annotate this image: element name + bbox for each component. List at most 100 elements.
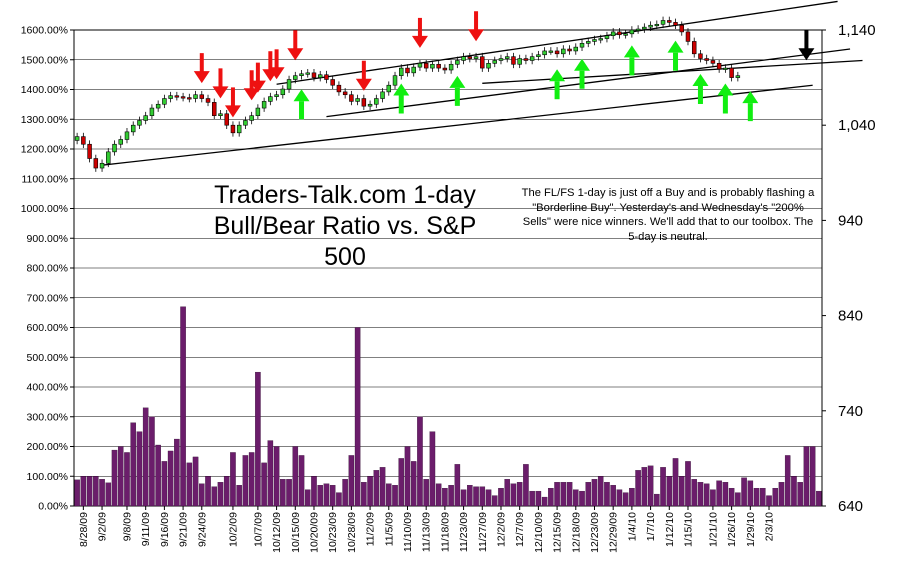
x-tick-label: 10/15/09 bbox=[290, 512, 302, 553]
arrow-shaft bbox=[579, 70, 585, 89]
arrow-head bbox=[623, 45, 640, 58]
candle-body bbox=[112, 143, 117, 153]
candle-body bbox=[330, 79, 335, 86]
arrow-head bbox=[212, 86, 229, 99]
arrow-head bbox=[798, 48, 815, 61]
arrow-shaft bbox=[454, 87, 460, 106]
ratio-bar bbox=[753, 487, 760, 507]
ratio-bar bbox=[230, 452, 236, 507]
candle-body bbox=[261, 101, 267, 109]
x-tick-label: 10/20/09 bbox=[308, 512, 320, 553]
arrow-shaft bbox=[293, 30, 298, 51]
candle-body bbox=[648, 24, 653, 28]
candle-body bbox=[168, 95, 173, 99]
candle-body bbox=[212, 102, 217, 116]
candle-body bbox=[392, 75, 398, 86]
ratio-bar bbox=[392, 485, 398, 507]
ratio-bar bbox=[778, 482, 785, 507]
ratio-bar bbox=[242, 455, 249, 507]
x-tick-label: 8/28/09 bbox=[78, 512, 90, 547]
candle-body bbox=[305, 72, 310, 75]
left-tick-label: 1100.00% bbox=[21, 173, 68, 185]
ratio-bar bbox=[174, 438, 180, 507]
ratio-bar bbox=[398, 458, 405, 507]
candle-body bbox=[218, 113, 223, 116]
arrow-shaft bbox=[255, 62, 260, 83]
ratio-bar bbox=[566, 482, 573, 507]
candle-body bbox=[473, 56, 479, 59]
ratio-bar bbox=[635, 470, 641, 507]
ratio-bar bbox=[467, 485, 473, 507]
ratio-bar bbox=[573, 489, 579, 507]
arrow-shaft bbox=[747, 103, 753, 122]
candle-body bbox=[87, 143, 92, 159]
candle-body bbox=[567, 48, 572, 52]
ratio-bar bbox=[336, 492, 342, 507]
candle-body bbox=[118, 139, 123, 145]
ratio-bar bbox=[548, 487, 554, 507]
ratio-bar bbox=[510, 483, 517, 507]
candle-body bbox=[673, 22, 678, 26]
candle-body bbox=[311, 72, 317, 78]
x-tick-label: 1/4/10 bbox=[626, 512, 638, 541]
ratio-bar bbox=[273, 446, 280, 507]
x-tick-label: 9/21/09 bbox=[178, 512, 190, 547]
ratio-bar bbox=[523, 464, 529, 507]
candle-body bbox=[162, 98, 167, 105]
candle-body bbox=[286, 79, 292, 90]
arrow-head bbox=[574, 58, 591, 71]
ratio-bar bbox=[149, 416, 155, 507]
buy-arrow bbox=[574, 58, 591, 89]
ratio-bar bbox=[554, 482, 560, 507]
sell-arrow bbox=[212, 68, 229, 99]
arrow-head bbox=[667, 40, 684, 53]
ratio-bar bbox=[304, 489, 311, 507]
candle-body bbox=[342, 91, 348, 96]
arrow-head bbox=[692, 73, 709, 86]
ratio-bar bbox=[647, 465, 654, 507]
candle-body bbox=[629, 29, 635, 35]
arrow-head bbox=[224, 105, 241, 118]
left-tick-label: 400.00% bbox=[27, 382, 68, 394]
sell-arrow bbox=[243, 70, 260, 101]
candle-body bbox=[143, 115, 148, 121]
buy-arrow bbox=[293, 89, 310, 120]
candle-body bbox=[573, 46, 579, 52]
candle-body bbox=[548, 50, 554, 53]
ratio-bar bbox=[417, 416, 423, 507]
ratio-bar bbox=[80, 476, 87, 507]
right-tick-label: 740 bbox=[838, 403, 863, 420]
ratio-bar bbox=[660, 467, 666, 507]
ratio-bar bbox=[348, 455, 355, 507]
trendline bbox=[101, 84, 813, 166]
candle-body bbox=[492, 60, 497, 64]
ratio-bar bbox=[641, 467, 648, 507]
x-tick-label: 11/5/09 bbox=[383, 512, 395, 546]
x-tick-label: 10/12/09 bbox=[271, 512, 283, 553]
candle-body bbox=[604, 35, 610, 39]
ratio-bar bbox=[361, 482, 367, 507]
buy-arrow bbox=[393, 83, 410, 114]
arrow-head bbox=[742, 91, 759, 104]
buy-arrow bbox=[742, 91, 759, 122]
candle-body bbox=[299, 73, 304, 76]
arrow-shaft bbox=[697, 85, 703, 104]
x-tick-label: 11/23/09 bbox=[458, 512, 470, 552]
ratio-bar bbox=[404, 446, 411, 507]
candle-body bbox=[380, 91, 385, 99]
arrow-head bbox=[249, 80, 266, 93]
ratio-bar bbox=[248, 452, 255, 507]
sell-arrow bbox=[468, 11, 485, 42]
arrow-head bbox=[449, 75, 466, 88]
candle-body bbox=[386, 84, 392, 93]
candle-body bbox=[124, 131, 130, 140]
x-tick-label: 9/2/09 bbox=[97, 512, 109, 541]
candle-body bbox=[355, 98, 360, 102]
ratio-bar bbox=[703, 483, 710, 507]
ratio-bar bbox=[678, 476, 685, 507]
candle-body bbox=[561, 48, 566, 55]
arrow-shaft bbox=[474, 11, 479, 32]
ratio-bar bbox=[747, 480, 754, 507]
ratio-bar bbox=[130, 422, 136, 507]
